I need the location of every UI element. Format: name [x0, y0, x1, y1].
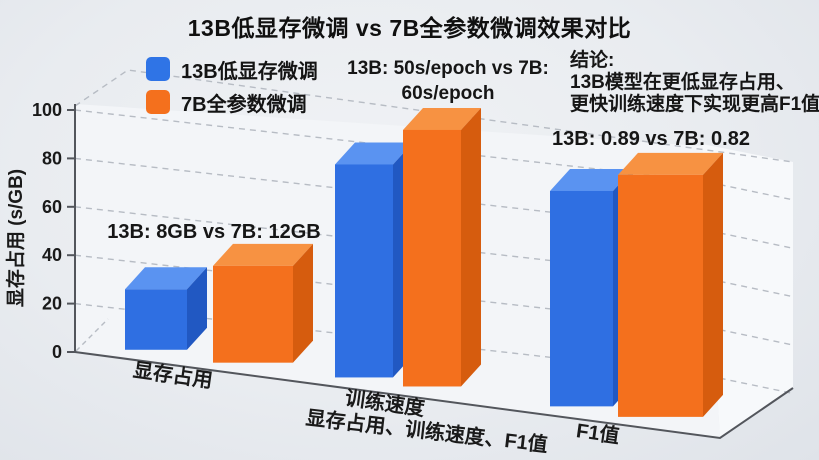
bar-7b-1-top [403, 107, 481, 130]
y-tick-label: 80 [42, 148, 62, 168]
y-tick-label: 40 [42, 245, 62, 265]
bar-7b-0-front [213, 265, 293, 363]
y-tick-label: 60 [42, 197, 62, 217]
legend-label-13b: 13B低显存微调 [181, 60, 318, 83]
legend-swatch-blue [146, 57, 170, 81]
legend-item-7b: 7B全参数微调 [146, 90, 318, 116]
bar-13b-1-front [335, 164, 393, 378]
bar-7b-0-top [213, 243, 313, 266]
legend-item-13b: 13B低显存微调 [146, 57, 318, 83]
annotation-speed-line2: 60s/epoch [401, 83, 495, 104]
bar-7b-2-side [703, 152, 723, 417]
legend: 13B低显存微调 7B全参数微调 [146, 57, 318, 123]
y-tick-label: 0 [52, 342, 62, 362]
x-axis-title: 显存占用、训练速度、F1值 [305, 405, 549, 456]
legend-swatch-orange [146, 90, 170, 114]
floor-depth-edge [75, 318, 109, 352]
bar-7b-2-top [618, 152, 723, 175]
annotation-speed-line1: 13B: 50s/epoch vs 7B: [347, 58, 549, 79]
bar-7b-0-side [293, 243, 313, 363]
bar-13b-0-side [187, 267, 207, 350]
plot-right-wall [702, 144, 793, 438]
wall-top-edge [74, 69, 794, 163]
bar-13b-2-top [550, 168, 633, 191]
bar-13b-0-top [125, 267, 207, 290]
annotation-conclusion-line2: 更快训练速度下实现更高F1值 [570, 94, 819, 115]
bar-7b-2-front [618, 174, 703, 417]
annotation-memory: 13B: 8GB vs 7B: 12GB [107, 221, 321, 243]
bar-13b-2-front [550, 190, 613, 407]
bar-13b-0-front [125, 289, 187, 350]
annotation-f1: 13B: 0.89 vs 7B: 0.82 [552, 128, 750, 150]
annotation-conclusion: 结论: 13B模型在更低显存占用、 更快训练速度下实现更高F1值 [570, 50, 819, 116]
bar-7b-1-side [461, 107, 481, 387]
x-axis-line [74, 351, 794, 440]
y-axis-label: 显存占用 (s/GB) [4, 169, 27, 307]
legend-label-7b: 7B全参数微调 [181, 93, 307, 116]
y-tick-label: 20 [42, 294, 62, 314]
chart-title: 13B低显存微调 vs 7B全参数微调效果对比 [187, 15, 632, 41]
annotation-speed: 13B: 50s/epoch vs 7B: 60s/epoch [323, 56, 573, 106]
annotation-conclusion-line1: 13B模型在更低显存占用、 [570, 72, 795, 93]
bar-7b-1-front [403, 129, 461, 387]
bar-13b-1-top [335, 142, 413, 165]
annotation-conclusion-title: 结论: [570, 50, 615, 71]
y-tick-label: 100 [32, 100, 62, 120]
